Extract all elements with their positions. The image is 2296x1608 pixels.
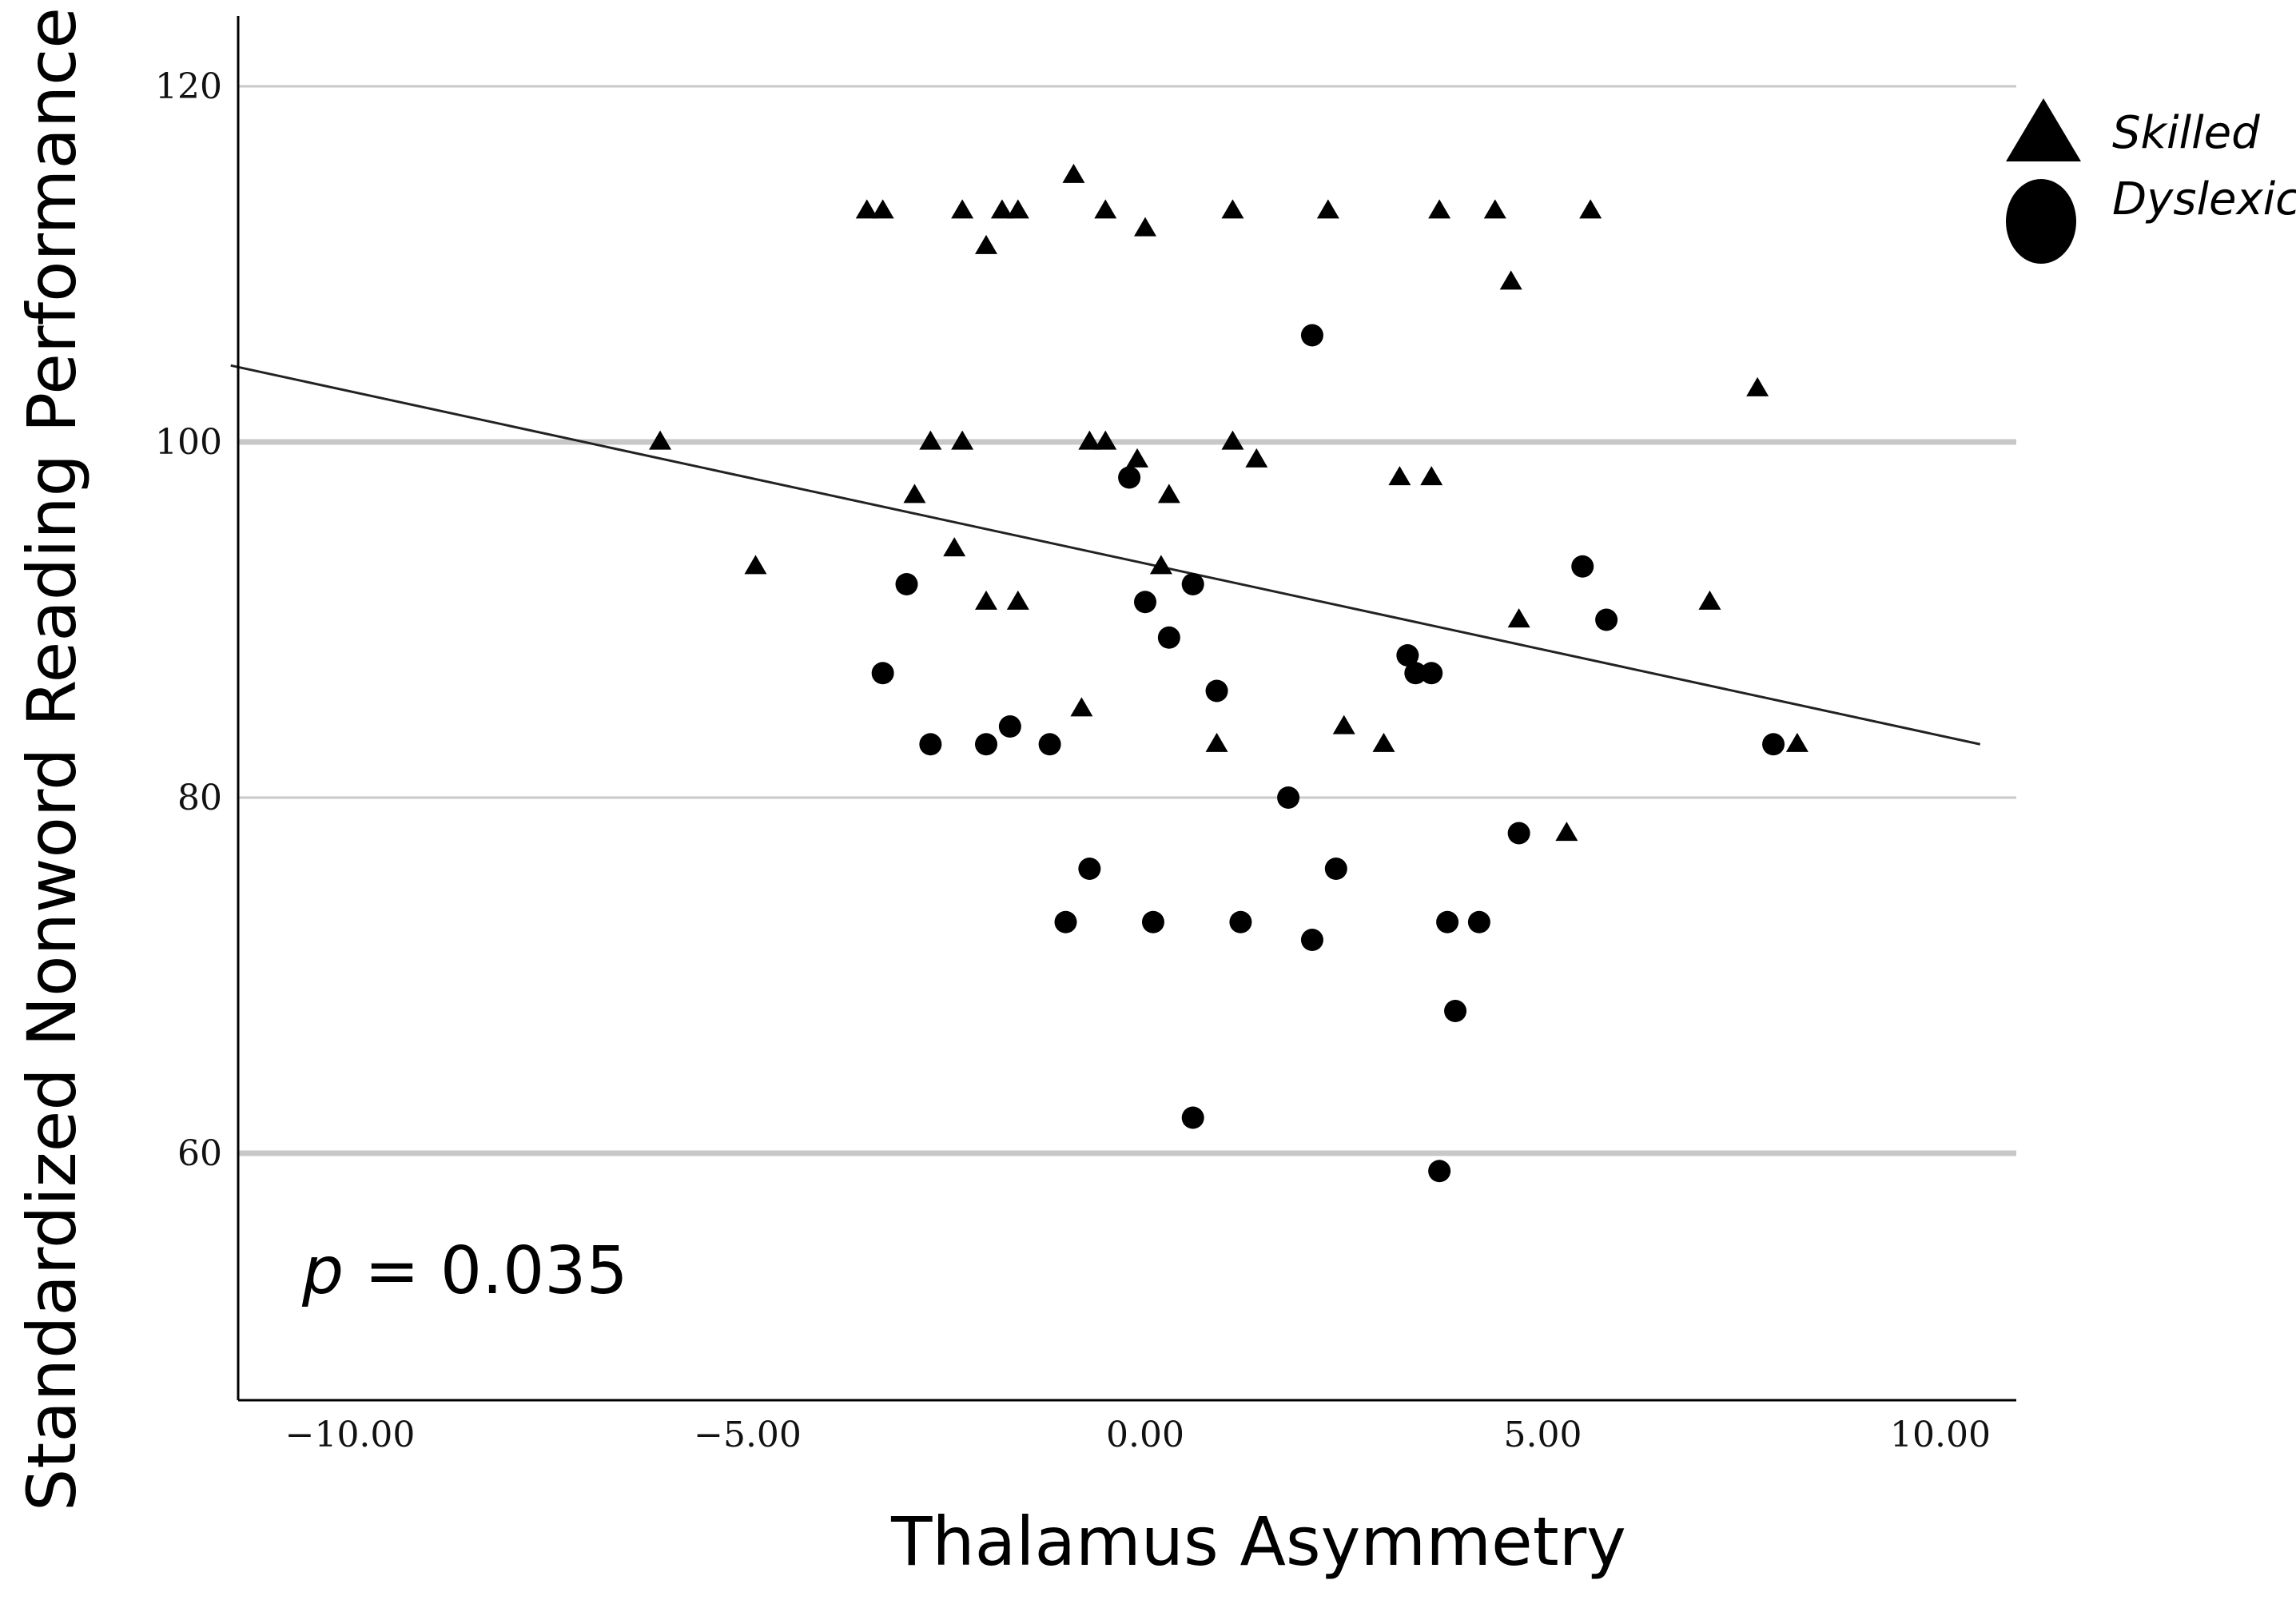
legend-skilled-label: Skilled — [2112, 107, 2260, 159]
dyslexic-point — [1141, 910, 1164, 933]
skilled-point — [975, 590, 997, 610]
skilled-point — [1316, 199, 1339, 219]
skilled-point — [1245, 448, 1268, 468]
x-tick-label: −5.00 — [694, 1415, 802, 1455]
y-axis-title: Standardized Nonword Reading Performance — [13, 7, 91, 1511]
legend-dyslexic-marker — [2006, 179, 2076, 264]
skilled-point — [1507, 608, 1530, 628]
skilled-point — [1483, 199, 1506, 219]
dyslexic-point — [1205, 679, 1228, 703]
dyslexic-point — [1300, 324, 1323, 347]
x-tick-label: 10.00 — [1890, 1415, 1991, 1455]
skilled-point — [1094, 199, 1117, 219]
tick-labels: 60 80 100 120 −10.00 −5.00 0.00 5.00 10.00 — [155, 66, 1991, 1455]
dyslexic-point — [919, 733, 942, 756]
x-tick-label: 0.00 — [1106, 1415, 1184, 1455]
skilled-point — [1746, 376, 1769, 396]
skilled-point — [744, 555, 767, 575]
skilled-point — [1388, 466, 1411, 486]
dyslexic-point — [1436, 910, 1459, 933]
skilled-point — [1006, 590, 1029, 610]
skilled-point — [1221, 430, 1244, 450]
skilled-point — [919, 430, 942, 450]
dyslexic-point — [1134, 591, 1156, 614]
y-tick-label: 80 — [177, 778, 222, 818]
skilled-point — [1078, 430, 1101, 450]
skilled-point — [975, 234, 997, 254]
skilled-point — [1428, 199, 1451, 219]
skilled-point — [951, 199, 974, 219]
x-axis-title: Thalamus Asymmetry — [890, 1503, 1626, 1581]
x-tick-label: 5.00 — [1504, 1415, 1582, 1455]
skilled-point — [871, 199, 894, 219]
skilled-point — [1332, 714, 1355, 734]
dyslexic-point — [1118, 466, 1141, 489]
skilled-point — [1134, 217, 1156, 237]
dyslexic-point — [1229, 910, 1252, 933]
skilled-point — [951, 430, 974, 450]
dyslexic-point — [1181, 573, 1204, 595]
skilled-point — [1062, 163, 1085, 183]
skilled-point — [1070, 697, 1093, 717]
dyslexic-point — [1428, 1160, 1451, 1183]
skilled-point — [1785, 732, 1809, 752]
skilled-point — [1149, 555, 1172, 575]
dyslexic-point — [1054, 910, 1077, 933]
x-tick-label: −10.00 — [285, 1415, 416, 1455]
dyslexic-point — [1181, 1106, 1204, 1129]
p-value-annotation: p = 0.035 — [301, 1233, 628, 1309]
skilled-point — [1157, 484, 1180, 503]
data-points — [649, 163, 1809, 1183]
dyslexic-point — [1467, 910, 1490, 933]
skilled-point — [1205, 732, 1228, 752]
skilled-point — [1221, 199, 1244, 219]
skilled-point — [1094, 430, 1117, 450]
dyslexic-point — [1038, 733, 1061, 756]
dyslexic-point — [1404, 662, 1427, 685]
regression-line-group — [230, 364, 1981, 746]
skilled-point — [903, 484, 926, 503]
skilled-point — [1420, 466, 1443, 486]
skilled-point — [855, 199, 878, 219]
dyslexic-point — [1762, 733, 1785, 756]
dyslexic-point — [998, 715, 1021, 738]
y-tick-label: 120 — [155, 66, 222, 107]
skilled-point — [943, 537, 966, 557]
skilled-point — [1006, 199, 1029, 219]
skilled-point — [1372, 732, 1395, 752]
axes — [237, 16, 2016, 1402]
skilled-point — [1499, 270, 1522, 290]
dyslexic-point — [1571, 555, 1594, 578]
skilled-point — [1698, 590, 1721, 610]
dyslexic-point — [1595, 608, 1618, 631]
dyslexic-point — [1420, 662, 1443, 685]
skilled-point — [1126, 448, 1149, 468]
dyslexic-point — [1078, 858, 1101, 880]
legend-skilled-marker — [2006, 98, 2081, 161]
dyslexic-point — [975, 733, 997, 756]
skilled-point — [1555, 822, 1578, 842]
y-tick-label: 60 — [177, 1133, 222, 1174]
gridlines — [238, 85, 2016, 1156]
dyslexic-point — [895, 573, 918, 595]
dyslexic-point — [1396, 644, 1419, 667]
dyslexic-point — [1507, 822, 1530, 845]
legend: Skilled Dyslexic — [2006, 98, 2296, 264]
legend-dyslexic-label: Dyslexic — [2112, 173, 2296, 225]
y-tick-label: 100 — [155, 422, 222, 463]
p-value-text: = 0.035 — [344, 1233, 628, 1309]
regression-line — [230, 364, 1981, 746]
skilled-point — [1579, 199, 1602, 219]
dyslexic-point — [1277, 786, 1300, 809]
skilled-point — [990, 199, 1013, 219]
p-symbol: p — [301, 1233, 344, 1309]
dyslexic-point — [1157, 626, 1180, 649]
dyslexic-point — [1324, 858, 1347, 880]
dyslexic-point — [1300, 929, 1323, 951]
dyslexic-point — [1444, 1000, 1467, 1022]
skilled-point — [649, 430, 672, 450]
dyslexic-point — [871, 662, 894, 685]
